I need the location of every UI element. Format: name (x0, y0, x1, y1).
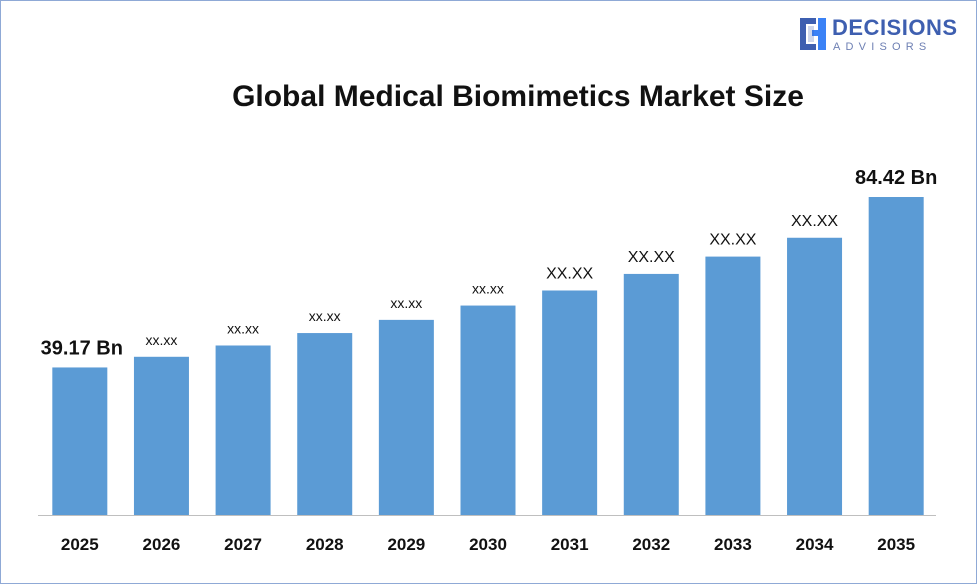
bar-2027 (215, 345, 271, 515)
bar-2033 (705, 256, 761, 515)
data-label-2025: 39.17 Bn (41, 337, 123, 359)
data-label-2031: XX.XX (546, 265, 593, 282)
brand-name: DECISIONS (832, 15, 958, 40)
data-label-2026: xx.xx (146, 332, 178, 348)
bar-2029 (378, 319, 434, 515)
data-label-2035: 84.42 Bn (855, 167, 937, 189)
data-label-2034: XX.XX (791, 213, 838, 230)
x-tick-label-2034: 2034 (796, 535, 834, 554)
x-tick-label-2031: 2031 (551, 535, 589, 554)
bar-2034 (787, 237, 843, 516)
bar-2026 (133, 356, 189, 515)
data-label-2033: XX.XX (709, 232, 756, 249)
chart-title: Global Medical Biomimetics Market Size (232, 80, 804, 113)
data-label-2027: xx.xx (227, 320, 259, 336)
x-tick-label-2030: 2030 (469, 535, 507, 554)
bar-2025 (52, 367, 108, 515)
data-label-2029: xx.xx (390, 295, 422, 311)
x-tick-label-2028: 2028 (306, 535, 344, 554)
bar-2031 (542, 290, 598, 515)
decisions-logo-icon (800, 18, 826, 50)
x-tick-label-2035: 2035 (877, 535, 915, 554)
x-tick-label-2026: 2026 (143, 535, 181, 554)
x-tick-label-2025: 2025 (61, 535, 99, 554)
bar-2028 (297, 333, 353, 515)
bar-2030 (460, 305, 516, 515)
brand-logo: DECISIONS ADVISORS (794, 14, 964, 58)
x-tick-label-2027: 2027 (224, 535, 262, 554)
x-tick-label-2029: 2029 (387, 535, 425, 554)
bar-2035 (868, 197, 924, 515)
data-label-2028: xx.xx (309, 308, 341, 324)
x-tick-label-2033: 2033 (714, 535, 752, 554)
x-tick-label-2032: 2032 (632, 535, 670, 554)
brand-subtitle: ADVISORS (833, 41, 932, 53)
data-label-2030: xx.xx (472, 281, 504, 297)
data-label-2032: XX.XX (628, 249, 675, 266)
bar-2032 (623, 273, 679, 515)
